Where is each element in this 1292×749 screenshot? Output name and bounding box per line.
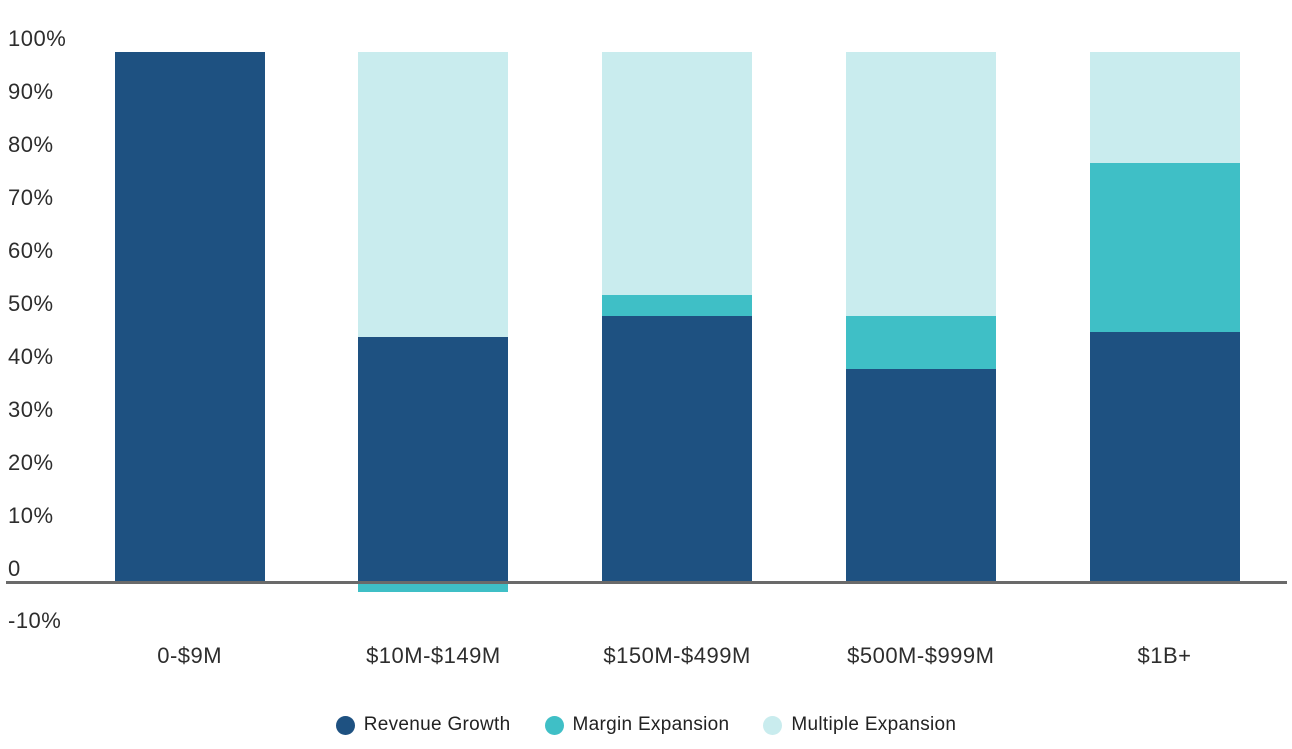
y-axis-tick-label: 20% — [8, 449, 54, 475]
y-axis-tick-label: 0 — [8, 555, 21, 581]
legend-item-multiple-expansion: Multiple Expansion — [763, 714, 956, 736]
y-axis-tick-label: 70% — [8, 184, 54, 210]
bar-500m-999m-segment-margin-expansion — [845, 316, 996, 370]
legend-label: Margin Expansion — [572, 714, 730, 735]
chart-legend: Revenue Growth Margin Expansion Multiple E… — [0, 714, 1292, 736]
bar-500m-999m-segment-revenue-growth — [845, 369, 996, 581]
bar-150m-499m-segment-multiple-expansion — [602, 51, 753, 296]
legend-swatch-revenue-growth — [335, 715, 355, 735]
y-axis-tick-label: 80% — [8, 131, 54, 157]
bar-10m-149m-segment-revenue-growth — [358, 337, 509, 581]
y-axis-tick-label: 90% — [8, 78, 54, 104]
x-axis-category-label: 0-$9M — [157, 643, 223, 668]
bar-500m-999m-segment-multiple-expansion — [845, 51, 996, 317]
y-axis-tick-label: 30% — [8, 396, 54, 422]
y-axis-tick-label: 50% — [8, 290, 54, 316]
bar-10m-149m-segment-margin-expansion — [358, 581, 509, 592]
legend-label: Multiple Expansion — [791, 714, 957, 735]
bar-1b-segment-revenue-growth — [1089, 332, 1240, 581]
bar-10m-149m-segment-multiple-expansion — [358, 51, 509, 338]
y-axis-tick-label: 100% — [8, 26, 67, 51]
y-axis-tick-label: 40% — [8, 343, 54, 369]
legend-label: Revenue Growth — [363, 714, 511, 735]
x-axis-category-label: $500M-$999M — [847, 643, 995, 668]
y-axis-tick-label: -10% — [8, 608, 62, 634]
bar-150m-499m-segment-revenue-growth — [602, 316, 753, 581]
x-axis-line — [6, 581, 1287, 584]
bar-0-9m-segment-revenue-growth — [114, 51, 265, 581]
x-axis-category-label: $150M-$499M — [603, 643, 751, 668]
y-axis-tick-label: 10% — [8, 502, 54, 528]
bar-150m-499m-segment-margin-expansion — [602, 295, 753, 317]
legend-item-margin-expansion: Margin Expansion — [544, 714, 730, 736]
x-axis-category-label: $10M-$149M — [366, 643, 501, 668]
legend-item-revenue-growth: Revenue Growth — [335, 714, 511, 736]
bar-1b-segment-margin-expansion — [1089, 162, 1240, 333]
legend-swatch-multiple-expansion — [763, 715, 783, 735]
x-axis-category-label: $1B+ — [1137, 643, 1192, 668]
legend-swatch-margin-expansion — [544, 715, 564, 735]
y-axis-tick-label: 60% — [8, 237, 54, 263]
bar-1b-segment-multiple-expansion — [1089, 51, 1240, 163]
